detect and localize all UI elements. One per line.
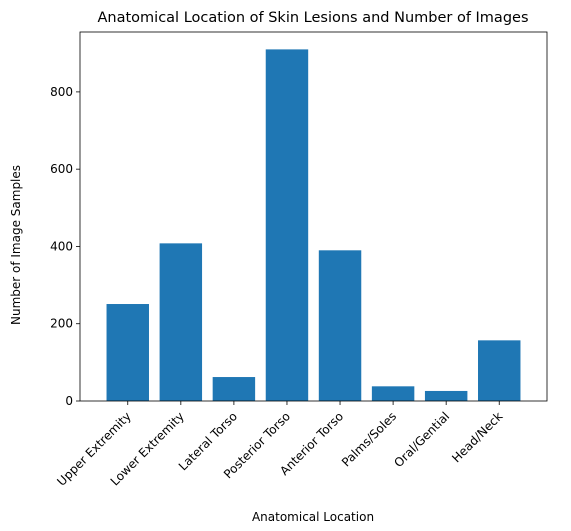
plot-frame — [79, 31, 548, 402]
y-tick-label: 800 — [50, 85, 73, 99]
y-tick-label: 600 — [50, 162, 73, 176]
bar-anterior-torso — [318, 250, 362, 401]
y-tick-label: 400 — [50, 239, 73, 253]
chart-title: Anatomical Location of Skin Lesions and … — [98, 10, 529, 26]
x-axis-label: Anatomical Location — [252, 510, 374, 524]
x-tick-label: Head/Neck — [449, 409, 505, 465]
bar-lateral-torso — [212, 377, 256, 401]
y-axis-ticks: 0 200 400 600 800 — [50, 85, 80, 408]
y-axis-label: Number of Image Samples — [9, 165, 23, 325]
bar-head-neck — [478, 340, 521, 401]
bar-lower-extremity — [159, 243, 203, 401]
bar-upper-extremity — [106, 304, 149, 401]
bar-posterior-torso — [265, 49, 309, 401]
bar-palms-soles — [371, 386, 415, 401]
y-tick-label: 0 — [65, 394, 73, 408]
x-tick-label: Palms/Soles — [339, 409, 399, 469]
bars-group — [106, 49, 521, 401]
bar-oral-gential — [424, 390, 468, 401]
x-tick-label: Oral/Gential — [391, 409, 452, 470]
y-tick-label: 200 — [50, 317, 73, 331]
